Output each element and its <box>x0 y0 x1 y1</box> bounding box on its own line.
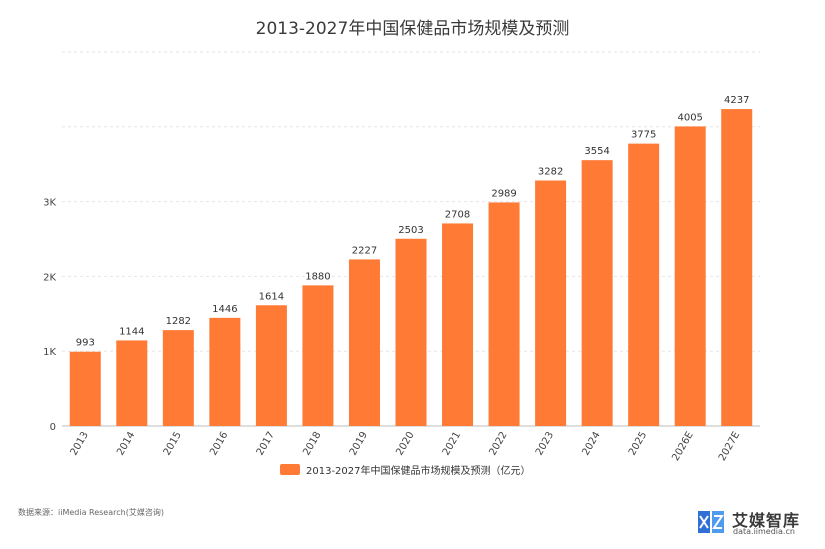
bar <box>162 330 194 426</box>
iimedia-logo-icon <box>698 511 724 533</box>
data-label: 2708 <box>445 209 470 220</box>
bar <box>674 126 706 427</box>
x-tick-label: 2018 <box>301 430 323 458</box>
legend-label: 2013-2027年中国保健品市场规模及预测（亿元） <box>306 464 531 477</box>
data-label: 4005 <box>677 112 702 123</box>
data-label: 3282 <box>538 167 563 178</box>
bar <box>116 340 148 426</box>
x-axis-ticks: 2013 2014 2015 2016 2017 2018 2019 2020 2021 2022… <box>69 430 743 463</box>
data-label: 4237 <box>724 95 749 106</box>
x-tick-label: 2022 <box>487 430 509 458</box>
legend: 2013-2027年中国保健品市场规模及预测（亿元） <box>280 464 531 477</box>
data-label: 2989 <box>491 188 516 199</box>
data-source-note: 数据来源：iiMedia Research(艾媒咨询) <box>18 508 164 517</box>
bar <box>581 160 613 426</box>
y-tick-label: 0 <box>50 422 56 433</box>
x-tick-label: 2020 <box>394 430 416 458</box>
x-tick-label: 2015 <box>162 430 184 458</box>
data-label: 1446 <box>212 304 237 315</box>
bar <box>488 202 520 426</box>
y-tick-label: 3K <box>43 198 56 209</box>
x-tick-label: 2013 <box>69 430 91 458</box>
brand-name: 艾媒智库 <box>732 511 801 530</box>
bar <box>721 109 753 427</box>
x-tick-label: 2014 <box>115 430 137 458</box>
data-label: 2503 <box>398 225 423 236</box>
x-tick-label: 2024 <box>580 430 602 458</box>
bar <box>628 143 660 426</box>
bar <box>535 180 567 426</box>
x-tick-label: 2025 <box>627 430 649 458</box>
data-label: 993 <box>76 338 95 349</box>
data-label: 2227 <box>352 245 377 256</box>
data-label: 1144 <box>119 326 144 337</box>
bar <box>395 238 427 426</box>
legend-swatch <box>280 464 300 475</box>
x-tick-label: 2027E <box>717 430 742 463</box>
y-tick-label: 1K <box>43 347 56 358</box>
data-label: 1282 <box>166 316 191 327</box>
x-tick-label: 2026E <box>670 430 695 463</box>
data-labels: 993 1144 1282 1446 1614 1880 2227 2503 2708 2989 3… <box>76 95 750 349</box>
x-tick-label: 2021 <box>441 430 463 458</box>
x-tick-label: 2023 <box>534 430 556 458</box>
chart-title: 2013-2027年中国保健品市场规模及预测 <box>255 19 570 39</box>
bar <box>209 317 241 426</box>
bar <box>442 223 474 426</box>
y-axis-ticks: 0 1K 2K 3K <box>43 198 56 433</box>
brand-url: data.iimedia.cn <box>733 527 795 536</box>
x-tick-label: 2019 <box>348 430 370 458</box>
bar <box>348 259 380 426</box>
bars <box>69 109 753 427</box>
x-tick-label: 2016 <box>208 430 230 458</box>
data-label: 3554 <box>584 146 609 157</box>
brand-mark: 艾媒智库 data.iimedia.cn <box>696 505 821 539</box>
data-label: 3775 <box>631 130 656 141</box>
x-tick-label: 2017 <box>255 430 277 458</box>
data-label: 1614 <box>259 291 284 302</box>
bar <box>69 351 101 426</box>
bar <box>255 305 287 426</box>
bar <box>302 285 334 426</box>
y-tick-label: 2K <box>43 272 56 283</box>
data-label: 1880 <box>305 271 330 282</box>
